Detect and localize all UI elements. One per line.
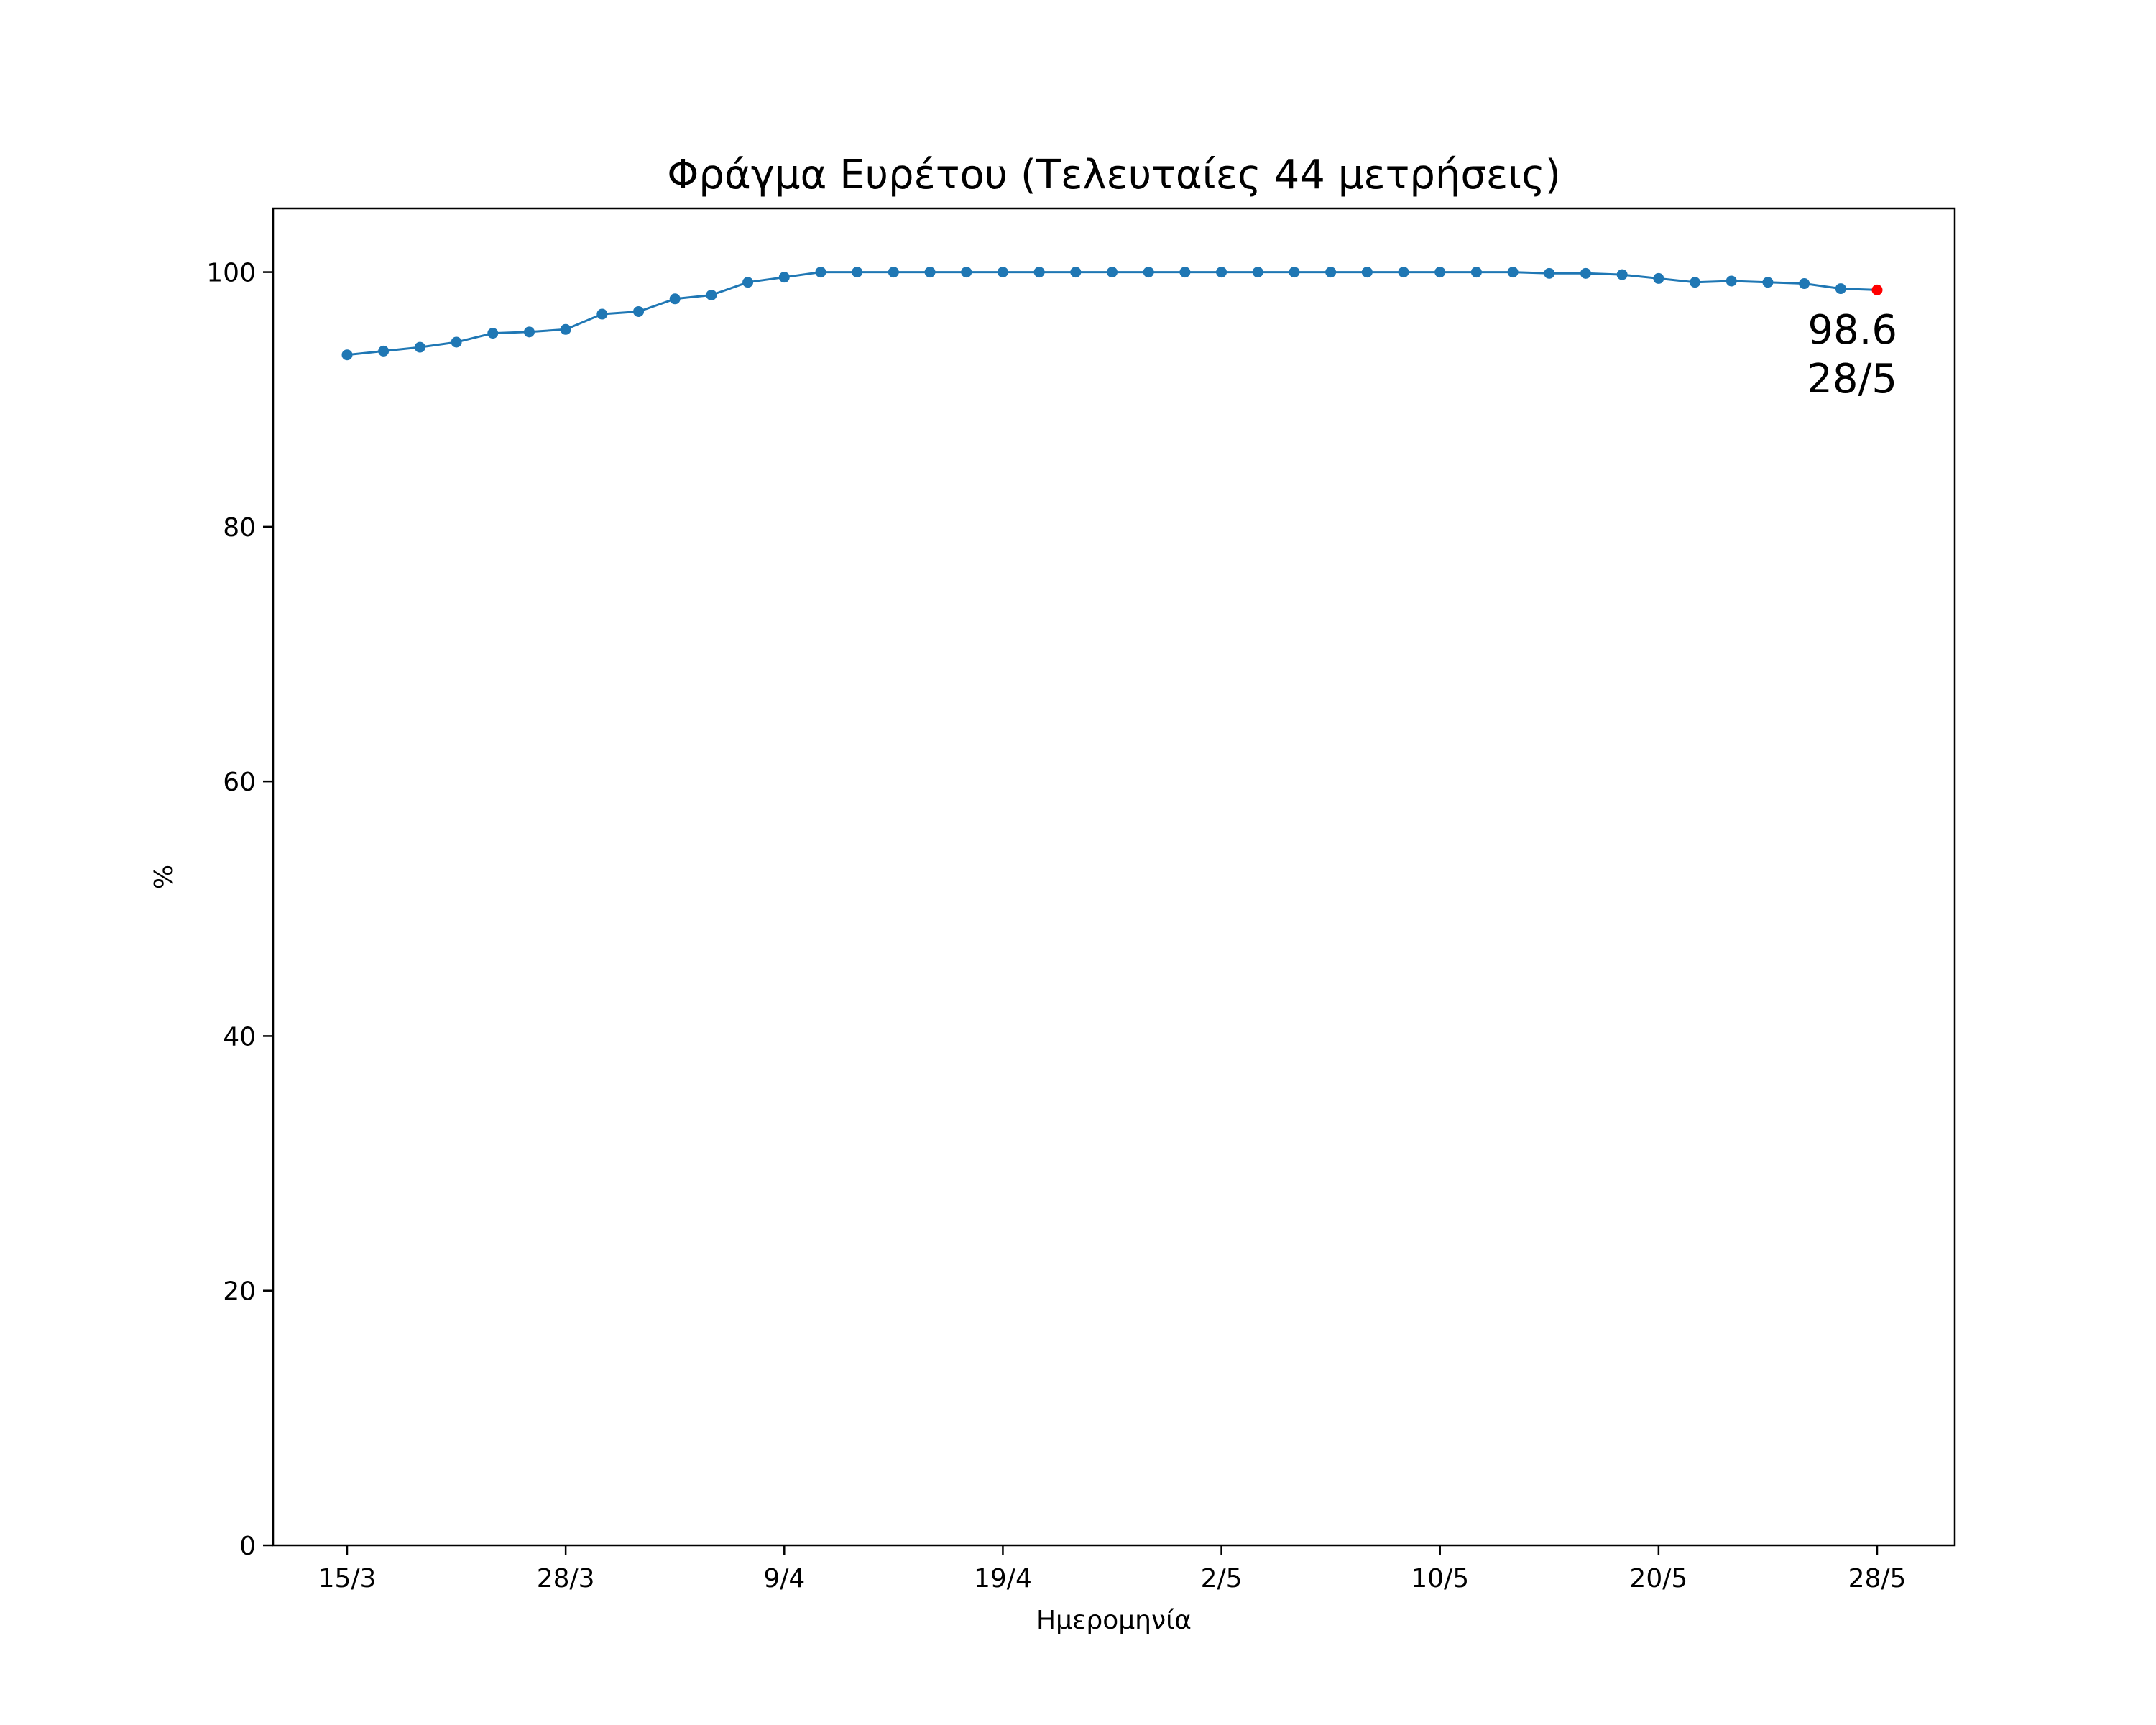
x-tick-label: 28/5 (1848, 1564, 1907, 1593)
y-axis: 0 20 40 60 80 100 (206, 259, 273, 1561)
data-point (414, 341, 425, 353)
data-point (852, 267, 863, 278)
data-point (487, 328, 499, 339)
data-point (341, 349, 353, 361)
y-tick-label: 80 (223, 513, 256, 543)
data-point (1107, 267, 1118, 278)
data-point (1470, 267, 1482, 278)
data-point (961, 267, 972, 278)
x-tick-label: 28/3 (537, 1564, 595, 1593)
series-layer (341, 267, 1883, 361)
data-point (1690, 277, 1701, 288)
data-point (742, 277, 754, 288)
data-point (1653, 272, 1664, 284)
x-tick-label: 10/5 (1411, 1564, 1469, 1593)
series-line (346, 271, 1878, 356)
x-tick-label: 2/5 (1201, 1564, 1243, 1593)
last-date-annotation: 28/5 (1807, 356, 1897, 402)
data-point (1179, 267, 1191, 278)
data-point (1799, 278, 1810, 290)
y-tick-label: 60 (223, 768, 256, 797)
data-point (596, 308, 608, 320)
y-tick-label: 40 (223, 1022, 256, 1052)
data-point (378, 345, 390, 356)
data-point (1216, 267, 1227, 278)
data-point (1289, 267, 1300, 278)
data-point (1033, 267, 1045, 278)
data-point (1361, 267, 1373, 278)
y-axis-label: % (149, 865, 179, 889)
data-point (1252, 267, 1263, 278)
data-point (633, 305, 645, 317)
chart-title: Φράγμα Ευρέτου (Τελευταίες 44 μετρήσεις) (667, 152, 1561, 198)
x-tick-label: 19/4 (974, 1564, 1032, 1593)
data-point (815, 267, 826, 278)
data-point (1616, 269, 1628, 280)
data-point (1325, 267, 1337, 278)
last-value-annotation: 98.6 (1807, 307, 1897, 354)
data-point (1762, 277, 1774, 288)
data-point (1434, 267, 1446, 278)
data-point (888, 267, 899, 278)
data-point (669, 293, 681, 305)
data-point (706, 289, 717, 300)
last-data-point (1871, 284, 1883, 295)
y-tick-label: 0 (239, 1532, 256, 1561)
data-point (997, 267, 1008, 278)
data-point (778, 272, 790, 283)
x-axis: 15/3 28/3 9/4 19/4 2/5 10/5 20/5 28/5 (318, 1545, 1907, 1593)
plot-area-frame (272, 207, 1956, 1547)
data-point (1143, 267, 1154, 278)
data-point (451, 336, 462, 348)
data-point (1070, 267, 1082, 278)
data-point (1835, 283, 1846, 295)
data-point (1544, 267, 1555, 279)
data-point (560, 323, 571, 335)
data-point (924, 267, 936, 278)
data-point (1398, 267, 1409, 278)
y-tick-label: 20 (223, 1277, 256, 1307)
data-point (1580, 267, 1591, 279)
data-point (1507, 267, 1519, 278)
x-axis-label: Ημερομηνία (1036, 1606, 1192, 1635)
x-tick-label: 20/5 (1629, 1564, 1687, 1593)
x-tick-label: 9/4 (763, 1564, 805, 1593)
y-tick-label: 100 (206, 259, 256, 288)
data-point (1726, 275, 1737, 287)
x-tick-label: 15/3 (318, 1564, 377, 1593)
data-point (523, 326, 535, 338)
